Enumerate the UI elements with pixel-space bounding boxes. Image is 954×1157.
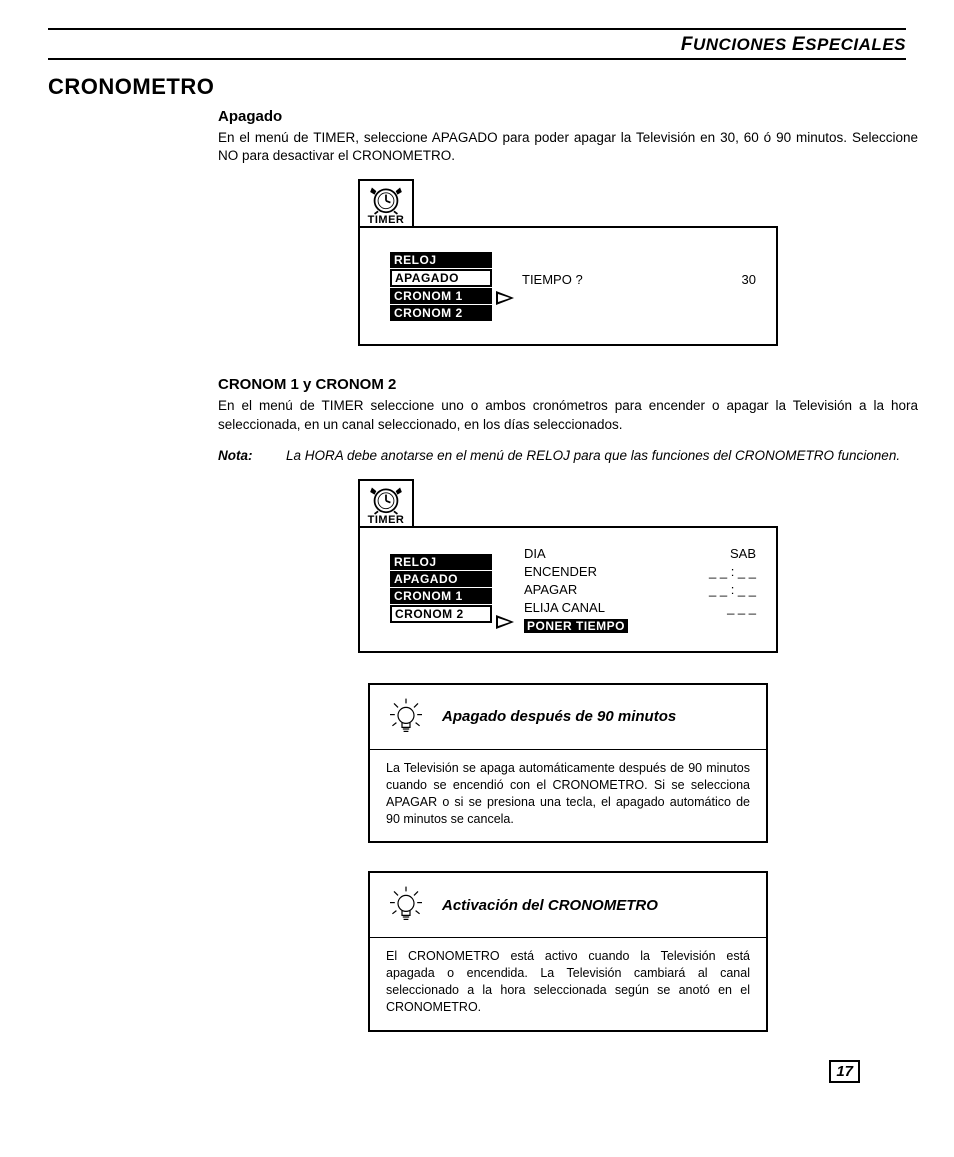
- d2-enc-label: ENCENDER: [524, 564, 597, 579]
- d2-apg-label: APAGAR: [524, 582, 577, 597]
- header-cap1: F: [681, 34, 693, 55]
- d2-dia-label: DIA: [524, 546, 546, 561]
- tip1-body: La Televisión se apaga automáticamente d…: [370, 750, 766, 842]
- menu-right-2: DIA SAB ENCENDER _ _ : _ _ APAGAR _ _ : _ _…: [522, 546, 756, 633]
- menu-box-1: RELOJ APAGADO CRONOM 1 CRONOM 2 TIEMPO ?…: [358, 226, 778, 346]
- menu-list-1: RELOJ APAGADO CRONOM 1 CRONOM 2: [390, 252, 492, 321]
- note-row: Nota: La HORA debe anotarse en el menú d…: [218, 448, 918, 463]
- menu2-cronom2-selected: CRONOM 2: [390, 605, 492, 623]
- timer-badge: TIMER: [358, 179, 414, 228]
- menu-right-1: TIEMPO ? 30: [522, 252, 756, 287]
- section-apagado-body: En el menú de TIMER, seleccione APAGADO …: [218, 129, 918, 165]
- arrow-icon-2: [496, 615, 514, 629]
- tip-box-90min: Apagado después de 90 minutos La Televis…: [368, 683, 768, 844]
- alarm-clock-icon: [364, 183, 408, 215]
- header-cap2: E: [792, 34, 805, 55]
- menu-list-2: RELOJ APAGADO CRONOM 1 CRONOM 2: [390, 546, 492, 623]
- menu-box-2: RELOJ APAGADO CRONOM 1 CRONOM 2 DIA SAB E…: [358, 526, 778, 653]
- d2-canal-label: ELIJA CANAL: [524, 600, 605, 615]
- page-number: 17: [829, 1060, 860, 1083]
- header-word2: SPECIALES: [805, 35, 906, 54]
- tiempo-label: TIEMPO ?: [522, 272, 583, 287]
- section-apagado-heading: Apagado: [218, 108, 918, 125]
- menu2-apagado: APAGADO: [390, 571, 492, 587]
- menu-item-cronom2: CRONOM 2: [390, 305, 492, 321]
- note-label: Nota:: [218, 448, 266, 463]
- d2-dia-value: SAB: [730, 546, 756, 561]
- lightbulb-icon: [386, 697, 426, 737]
- diagram-cronom: TIMER RELOJ APAGADO CRONOM 1 CRONOM 2 DI…: [358, 479, 778, 653]
- menu2-cronom1: CRONOM 1: [390, 588, 492, 604]
- tip2-title: Activación del CRONOMETRO: [442, 897, 658, 914]
- tiempo-value: 30: [742, 272, 756, 287]
- d2-enc-value: _ _ : _ _: [709, 564, 756, 579]
- header-word1: UNCIONES: [693, 35, 792, 54]
- tip1-title: Apagado después de 90 minutos: [442, 708, 676, 725]
- page-header: FUNCIONES ESPECIALES: [48, 34, 906, 60]
- timer-label: TIMER: [364, 215, 408, 226]
- menu-item-reloj: RELOJ: [390, 252, 492, 268]
- section-cronom-body: En el menú de TIMER seleccione uno o amb…: [218, 397, 918, 433]
- note-text: La HORA debe anotarse en el menú de RELO…: [286, 448, 918, 463]
- alarm-clock-icon: [364, 483, 408, 515]
- menu-item-apagado-selected: APAGADO: [390, 269, 492, 287]
- header-rule-top: [48, 28, 906, 30]
- tip2-body: El CRONOMETRO está activo cuando la Tele…: [370, 938, 766, 1030]
- section-cronom-heading: CRONOM 1 y CRONOM 2: [218, 376, 918, 393]
- d2-apg-value: _ _ : _ _: [709, 582, 756, 597]
- lightbulb-icon: [386, 885, 426, 925]
- diagram-apagado: TIMER RELOJ APAGADO CRONOM 1 CRONOM 2 TI…: [358, 179, 778, 346]
- menu-item-cronom1: CRONOM 1: [390, 288, 492, 304]
- page-title: CRONOMETRO: [48, 74, 906, 100]
- tip-box-activacion: Activación del CRONOMETRO El CRONOMETRO …: [368, 871, 768, 1032]
- menu2-reloj: RELOJ: [390, 554, 492, 570]
- timer-label-2: TIMER: [364, 515, 408, 526]
- timer-badge-2: TIMER: [358, 479, 414, 528]
- d2-canal-value: _ _ _: [727, 600, 756, 615]
- arrow-icon: [496, 291, 514, 305]
- d2-poner-tiempo: PONER TIEMPO: [524, 619, 628, 633]
